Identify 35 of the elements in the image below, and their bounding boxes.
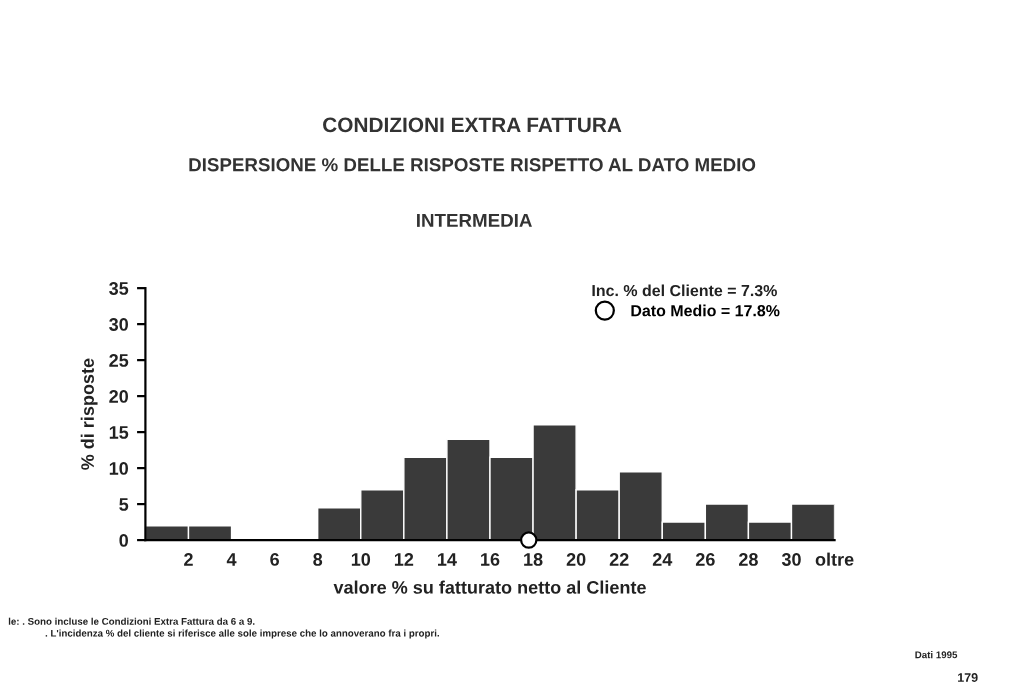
x-tick-label: 14 <box>438 553 457 566</box>
legend-label: Dato Medio = 17.8% <box>631 304 780 317</box>
chart-title: CONDIZIONI EXTRA FATTURA <box>323 117 622 133</box>
x-tick-label: 8 <box>313 553 323 566</box>
x-tick-label: 6 <box>270 553 279 566</box>
text: . L'incidenza % del cliente si riferisce alle sole imprese che lo annoverano fra i propri. <box>45 629 439 639</box>
x-tick-label: 16 <box>481 553 500 566</box>
y-tick-label: 5 <box>119 498 129 511</box>
y-tick-label: 0 <box>119 534 128 547</box>
text: INTERMEDIA <box>417 213 532 227</box>
y-tick-label: 30 <box>109 318 128 331</box>
y-tick-label: 20 <box>109 390 128 403</box>
chart-subtitle: DISPERSIONE % DELLE RISPOSTE RISPETTO AL DATO MEDIO <box>189 158 756 172</box>
x-tick-label: 26 <box>695 553 715 566</box>
x-tick-label: 28 <box>739 553 758 566</box>
x-tick-label: 18 <box>524 553 543 566</box>
text: Dati 1995 <box>915 651 958 659</box>
x-tick-label: 10 <box>351 553 371 566</box>
text: le: . Sono incluse le Condizioni Extra Fattura da 6 a 9. <box>8 617 255 625</box>
x-tick-label: 20 <box>566 553 586 566</box>
y-tick-label: 35 <box>109 282 129 295</box>
x-tick-label: 12 <box>394 553 414 566</box>
annotation: Inc. % del Cliente = 7.3% <box>592 284 777 297</box>
x-axis-title: valore % su fatturato netto al Cliente <box>333 580 646 594</box>
y-tick-label: 25 <box>109 354 129 367</box>
x-tick-label: 22 <box>609 553 629 566</box>
x-tick-label: 4 <box>226 553 237 566</box>
y-tick-label: 15 <box>109 426 129 439</box>
x-tick-label: oltre <box>815 552 854 566</box>
text: 179 <box>958 673 978 682</box>
y-axis-title: % di risposte <box>80 358 98 470</box>
y-tick-label: 10 <box>109 462 128 475</box>
x-tick-label: 2 <box>184 553 193 566</box>
x-tick-label: 30 <box>781 553 801 566</box>
x-tick-label: 24 <box>652 553 673 566</box>
